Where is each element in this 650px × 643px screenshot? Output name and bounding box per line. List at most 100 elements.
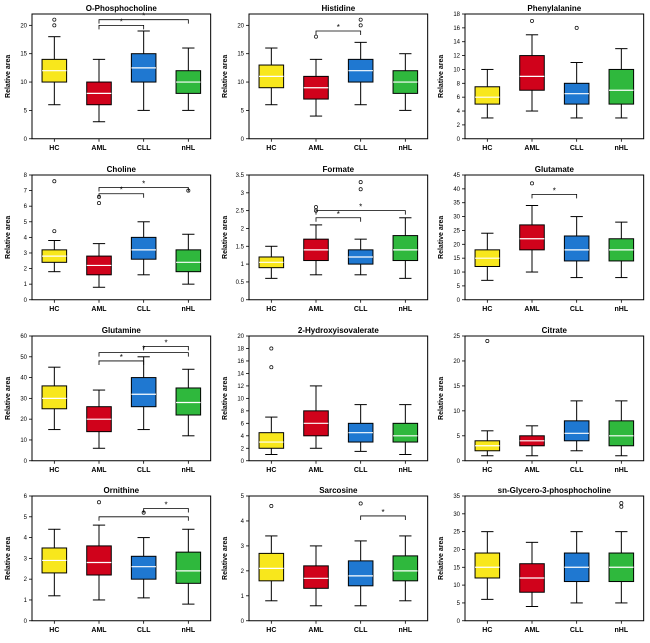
ytick-label: 15: [454, 256, 461, 262]
chart-title: Citrate: [542, 326, 568, 335]
category-label: nHL: [398, 306, 412, 313]
ytick-label: 20: [237, 334, 244, 340]
chart-title: Sarcosine: [319, 486, 358, 495]
boxplot-svg: Sarcosine012345Relative areaHCAMLCLLnHL*: [217, 482, 434, 643]
category-label: CLL: [354, 627, 368, 634]
y-axis-label: Relative area: [222, 215, 229, 258]
ytick-label: 40: [454, 187, 461, 193]
box: [87, 546, 112, 575]
category-label: AML: [525, 145, 541, 152]
ytick-label: 2.5: [235, 208, 244, 214]
y-axis-label: Relative area: [222, 376, 229, 419]
chart-panel: Choline012345678Relative areaHCAMLCLLnHL…: [0, 161, 217, 322]
ytick-label: 35: [454, 494, 461, 500]
significance-star: *: [359, 202, 362, 211]
significance-star: *: [120, 17, 123, 26]
boxplot-svg: Histidine05101520Relative areaHCAMLCLLnH…: [217, 0, 434, 161]
box: [393, 423, 418, 442]
significance-star: *: [336, 210, 339, 219]
box: [609, 69, 634, 104]
category-label: nHL: [182, 306, 196, 313]
ytick-label: 1.5: [235, 244, 244, 250]
category-label: AML: [91, 145, 107, 152]
ytick-label: 14: [454, 40, 461, 46]
box: [259, 432, 284, 448]
box: [520, 225, 545, 250]
boxplot-svg: Glutamate051015202530354045Relative area…: [433, 161, 650, 322]
category-label: HC: [483, 466, 493, 473]
ytick-label: 20: [20, 417, 27, 423]
boxplot-svg: 2-Hydroxyisovalerate02468101214161820Rel…: [217, 322, 434, 483]
category-label: CLL: [570, 306, 584, 313]
ytick-label: 10: [454, 270, 461, 276]
category-label: HC: [266, 466, 276, 473]
ytick-label: 60: [20, 334, 27, 340]
significance-star: *: [381, 508, 384, 517]
box: [393, 556, 418, 581]
chart-panel: Ornithine0123456Relative areaHCAMLCLLnHL…: [0, 482, 217, 643]
box: [609, 420, 634, 445]
significance-star: *: [336, 23, 339, 32]
chart-panel: Sarcosine012345Relative areaHCAMLCLLnHL*: [217, 482, 434, 643]
category-label: nHL: [182, 627, 196, 634]
ytick-label: 12: [237, 383, 244, 389]
ytick-label: 0.5: [235, 280, 244, 286]
chart-panel: Phenylalanine024681012141618Relative are…: [433, 0, 650, 161]
ytick-label: 10: [454, 583, 461, 589]
category-label: nHL: [615, 627, 629, 634]
boxplot-svg: sn-Glycero-3-phosphocholine0510152025303…: [433, 482, 650, 643]
ytick-label: 15: [454, 383, 461, 389]
significance-star: *: [553, 186, 556, 195]
ytick-label: 25: [454, 228, 461, 234]
category-label: AML: [91, 306, 107, 313]
category-label: CLL: [137, 145, 151, 152]
category-label: nHL: [398, 466, 412, 473]
category-label: nHL: [615, 306, 629, 313]
category-label: HC: [49, 145, 59, 152]
box: [303, 566, 328, 588]
category-label: AML: [308, 466, 324, 473]
ytick-label: 16: [237, 358, 244, 364]
boxplot-svg: Ornithine0123456Relative areaHCAMLCLLnHL…: [0, 482, 217, 643]
chart-panel: Histidine05101520Relative areaHCAMLCLLnH…: [217, 0, 434, 161]
chart-title: O-Phosphocholine: [86, 4, 158, 13]
box: [131, 557, 156, 580]
category-label: nHL: [398, 627, 412, 634]
category-label: nHL: [615, 145, 629, 152]
ytick-label: 35: [454, 200, 461, 206]
ytick-label: 3.5: [235, 173, 244, 179]
ytick-label: 40: [20, 375, 27, 381]
ytick-label: 20: [454, 242, 461, 248]
category-label: HC: [49, 466, 59, 473]
chart-panel: Citrate0510152025Relative areaHCAMLCLLnH…: [433, 322, 650, 483]
category-label: HC: [483, 627, 493, 634]
significance-star: *: [142, 179, 145, 188]
chart-panel: sn-Glycero-3-phosphocholine0510152025303…: [433, 482, 650, 643]
category-label: AML: [308, 627, 324, 634]
category-label: HC: [266, 145, 276, 152]
significance-star: *: [142, 12, 145, 21]
y-axis-label: Relative area: [222, 537, 229, 580]
ytick-label: 10: [454, 67, 461, 73]
ytick-label: 30: [454, 214, 461, 220]
category-label: AML: [525, 466, 541, 473]
box: [176, 387, 201, 414]
ytick-label: 18: [454, 12, 461, 18]
ytick-label: 50: [20, 354, 27, 360]
y-axis-label: Relative area: [222, 55, 229, 98]
page: O-Phosphocholine05101520Relative areaHCA…: [0, 0, 650, 643]
category-label: AML: [308, 145, 324, 152]
ytick-label: 15: [454, 566, 461, 572]
category-label: nHL: [182, 466, 196, 473]
category-label: CLL: [570, 627, 584, 634]
ytick-label: 10: [237, 396, 244, 402]
box: [565, 420, 590, 440]
chart-panel: Glutamine0102030405060Relative areaHCAML…: [0, 322, 217, 483]
box: [176, 250, 201, 272]
y-axis-label: Relative area: [5, 215, 12, 258]
boxplot-svg: Glutamine0102030405060Relative areaHCAML…: [0, 322, 217, 483]
box: [475, 553, 500, 578]
chart-title: Histidine: [321, 4, 355, 13]
box: [131, 237, 156, 259]
box: [42, 385, 67, 408]
